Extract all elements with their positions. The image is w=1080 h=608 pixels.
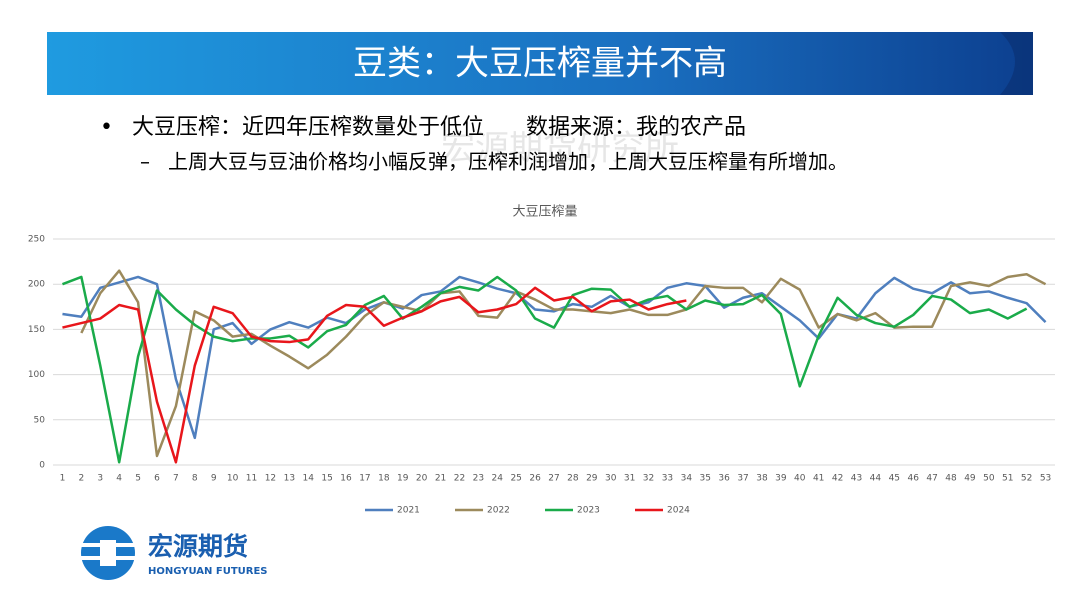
x-tick-label: 45: [889, 474, 900, 484]
x-tick-label: 48: [945, 474, 957, 484]
x-tick-label: 39: [775, 474, 787, 484]
x-tick-label: 2: [78, 474, 84, 484]
x-tick-label: 16: [340, 474, 352, 484]
x-tick-label: 36: [718, 474, 730, 484]
bullet-dash: –: [140, 150, 150, 174]
x-tick-label: 32: [643, 474, 654, 484]
x-tick-label: 13: [284, 474, 295, 484]
x-tick-label: 40: [794, 474, 806, 484]
logo: 宏源期货 HONGYUAN FUTURES: [80, 526, 268, 580]
header-title: 豆类：大豆压榨量并不高: [353, 44, 727, 84]
x-tick-label: 42: [832, 474, 843, 484]
series-line: [62, 275, 1047, 440]
bullet-dot: •: [100, 115, 113, 140]
logo-english: HONGYUAN FUTURES: [148, 566, 268, 577]
x-tick-label: 49: [964, 474, 976, 484]
x-tick-label: 35: [700, 474, 711, 484]
y-tick-label: 250: [28, 235, 45, 245]
y-tick-label: 50: [34, 415, 46, 425]
x-tick-label: 5: [135, 474, 141, 484]
x-tick-label: 17: [359, 474, 370, 484]
legend-label: 2023: [577, 506, 600, 516]
x-tick-label: 27: [548, 474, 559, 484]
x-tick-label: 10: [227, 474, 239, 484]
x-tick-label: 3: [97, 474, 103, 484]
x-tick-label: 7: [173, 474, 179, 484]
y-tick-label: 150: [28, 325, 45, 335]
x-tick-label: 18: [378, 474, 390, 484]
series-line: [62, 286, 687, 464]
x-tick-label: 28: [567, 474, 579, 484]
x-tick-label: 24: [492, 474, 504, 484]
x-tick-label: 38: [756, 474, 768, 484]
x-tick-label: 1: [60, 474, 66, 484]
x-tick-label: 53: [1040, 474, 1051, 484]
logo-name: 宏源期货: [148, 532, 248, 561]
x-tick-label: 20: [416, 474, 428, 484]
x-tick-label: 51: [1002, 474, 1013, 484]
x-tick-label: 22: [454, 474, 465, 484]
x-tick-label: 15: [321, 474, 332, 484]
x-tick-label: 8: [192, 474, 198, 484]
x-tick-label: 12: [265, 474, 276, 484]
bullet-main: 大豆压榨：近四年压榨数量处于低位 数据来源：我的农产品: [132, 115, 746, 140]
chart-title: 大豆压榨量: [512, 204, 577, 220]
legend-label: 2021: [397, 506, 420, 516]
x-tick-label: 21: [435, 474, 446, 484]
x-tick-label: 41: [813, 474, 824, 484]
x-tick-label: 43: [851, 474, 862, 484]
header-curve: [1000, 32, 1033, 95]
y-tick-label: 100: [28, 370, 45, 380]
y-tick-label: 0: [39, 461, 45, 471]
x-tick-label: 33: [662, 474, 673, 484]
x-tick-label: 37: [737, 474, 748, 484]
x-tick-label: 23: [473, 474, 484, 484]
x-tick-label: 47: [926, 474, 937, 484]
x-tick-label: 52: [1021, 474, 1032, 484]
x-tick-label: 46: [907, 474, 919, 484]
x-tick-label: 19: [397, 474, 409, 484]
y-tick-label: 200: [28, 280, 45, 290]
x-tick-label: 4: [116, 474, 122, 484]
logo-square: [100, 540, 116, 566]
x-tick-label: 25: [510, 474, 521, 484]
header-banner: [47, 32, 1033, 95]
x-tick-label: 34: [681, 474, 693, 484]
watermark: 宏源期货研究所: [441, 129, 679, 169]
x-tick-label: 31: [624, 474, 635, 484]
x-tick-label: 30: [605, 474, 617, 484]
series-line: [62, 275, 1028, 464]
x-tick-label: 6: [154, 474, 160, 484]
x-tick-label: 11: [246, 474, 257, 484]
x-tick-label: 26: [529, 474, 541, 484]
legend-label: 2022: [487, 506, 510, 516]
x-tick-label: 29: [586, 474, 598, 484]
legend-label: 2024: [667, 506, 690, 516]
x-tick-label: 14: [302, 474, 314, 484]
x-tick-label: 44: [870, 474, 882, 484]
x-tick-label: 9: [211, 474, 217, 484]
x-tick-label: 50: [983, 474, 995, 484]
bullet-sub: 上周大豆与豆油价格均小幅反弹，压榨利润增加，上周大豆压榨量有所增加。: [168, 150, 848, 174]
